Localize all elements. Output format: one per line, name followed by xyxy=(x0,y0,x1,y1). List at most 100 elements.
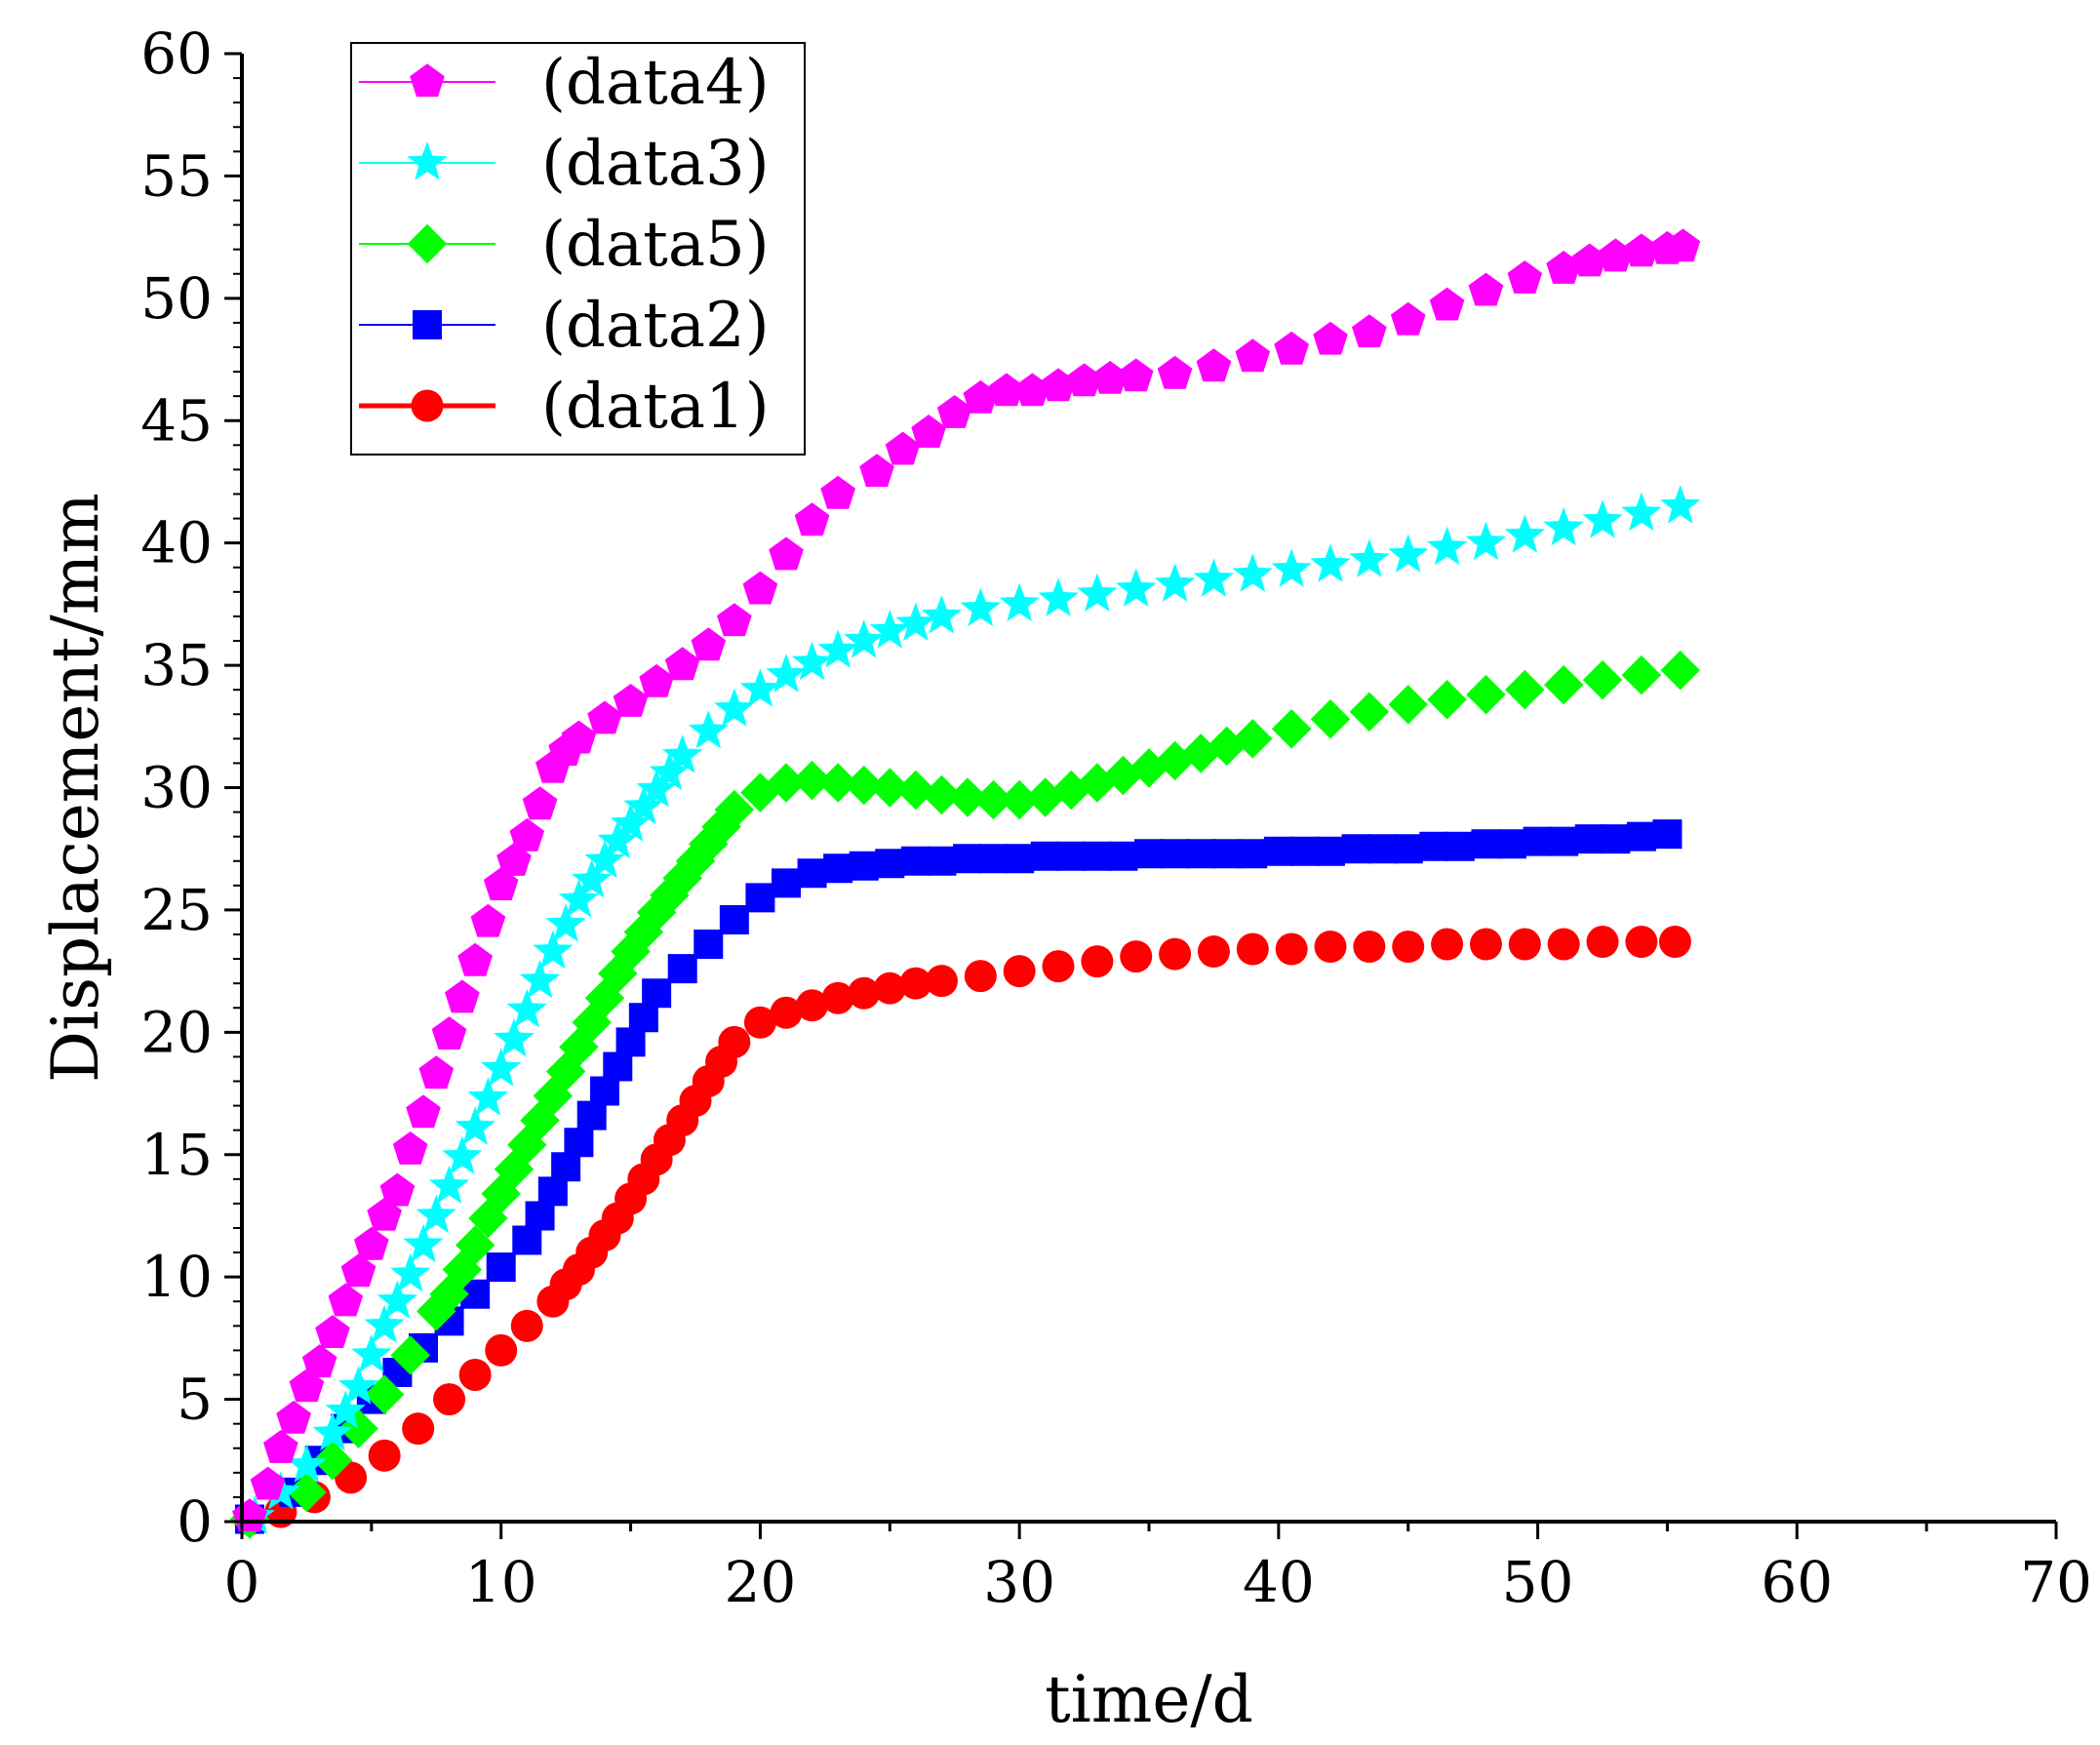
data-point xyxy=(792,760,832,801)
legend-marker xyxy=(410,63,445,98)
legend-label: (data2) xyxy=(541,290,770,362)
data-point xyxy=(1042,950,1075,983)
data-point xyxy=(519,959,561,999)
y-tick-label: 5 xyxy=(177,1367,213,1433)
legend-item: (data3) xyxy=(359,128,770,200)
data-point xyxy=(458,1359,492,1391)
data-point xyxy=(615,1027,646,1057)
data-point xyxy=(610,803,652,842)
data-point xyxy=(921,595,963,634)
legend-label: (data5) xyxy=(541,209,770,281)
y-tick-label: 55 xyxy=(140,142,213,209)
data-point xyxy=(1289,836,1320,866)
data-point xyxy=(1186,839,1216,869)
data-point xyxy=(1352,314,1387,348)
data-point xyxy=(485,1333,518,1367)
data-point xyxy=(1393,834,1423,864)
data-point xyxy=(823,853,853,884)
legend-item: (data2) xyxy=(359,290,770,362)
data-point xyxy=(693,930,724,960)
data-point xyxy=(455,1106,495,1145)
data-point xyxy=(766,654,807,693)
data-point xyxy=(1601,824,1631,854)
data-point xyxy=(1193,558,1235,597)
y-tick-label: 45 xyxy=(140,387,213,454)
data-point xyxy=(558,879,600,918)
data-point xyxy=(522,786,558,820)
data-point xyxy=(973,779,1013,820)
data-point xyxy=(1392,931,1425,964)
data-point xyxy=(900,846,931,876)
data-point xyxy=(537,1176,568,1207)
data-point xyxy=(525,1201,555,1231)
data-point xyxy=(817,629,858,668)
data-point xyxy=(794,502,830,536)
data-point xyxy=(1238,839,1268,869)
data-point xyxy=(999,779,1040,820)
data-point xyxy=(895,602,936,641)
data-point xyxy=(1431,928,1464,961)
data-point xyxy=(1427,679,1467,720)
data-point xyxy=(312,1441,353,1481)
data-point xyxy=(392,1131,428,1165)
data-point xyxy=(667,954,697,984)
data-point xyxy=(1038,577,1079,616)
data-point xyxy=(1005,844,1035,874)
data-point xyxy=(769,536,804,571)
data-point xyxy=(718,1025,751,1058)
data-point xyxy=(510,1309,543,1342)
data-point xyxy=(1547,928,1580,961)
data-point xyxy=(328,1283,364,1317)
data-point xyxy=(1660,650,1700,691)
series-layer xyxy=(229,228,1701,1539)
data-point xyxy=(364,1304,405,1343)
data-point xyxy=(1546,251,1581,284)
data-point xyxy=(1066,363,1102,397)
data-point xyxy=(1232,553,1273,592)
data-point xyxy=(1543,506,1584,546)
data-point xyxy=(232,1498,267,1532)
data-point xyxy=(1235,338,1271,373)
data-point xyxy=(406,1094,441,1129)
data-point xyxy=(467,1077,509,1116)
data-point xyxy=(1082,841,1112,871)
data-point xyxy=(895,770,936,811)
axes: 0 10 20 30 40 50 60 70 0 5 10 15 20 25 30 35 40 45 50 55 60 xyxy=(140,20,2092,1615)
data-point xyxy=(844,619,885,658)
data-point xyxy=(470,903,506,937)
data-point xyxy=(1543,664,1584,705)
data-point xyxy=(442,1135,483,1174)
data-point xyxy=(1621,492,1662,532)
y-tick-label: 0 xyxy=(177,1488,213,1555)
data-point xyxy=(1388,684,1428,725)
data-point xyxy=(989,373,1024,407)
data-point xyxy=(551,1152,581,1182)
legend-label: (data3) xyxy=(541,128,770,200)
data-point xyxy=(1310,543,1351,582)
data-point xyxy=(739,668,781,707)
data-point xyxy=(849,851,879,881)
data-point xyxy=(460,1279,491,1309)
data-point xyxy=(1118,358,1154,392)
data-point xyxy=(312,1412,353,1451)
data-point xyxy=(1621,654,1662,695)
data-point xyxy=(1508,928,1541,961)
data-point xyxy=(1196,348,1232,382)
data-point xyxy=(337,1366,379,1405)
data-point xyxy=(506,989,547,1028)
y-tick-label: 35 xyxy=(140,632,213,698)
data-point xyxy=(340,1253,376,1288)
series-data4 xyxy=(232,228,1701,1532)
data-point xyxy=(287,1472,327,1513)
data-point xyxy=(1505,669,1545,710)
data-point xyxy=(870,768,910,808)
data-point xyxy=(869,610,910,649)
data-point xyxy=(1665,228,1701,262)
data-point xyxy=(1159,937,1192,971)
legend-item: (data4) xyxy=(359,47,770,119)
data-point xyxy=(1154,563,1196,602)
data-point xyxy=(1660,485,1701,524)
y-tick-label: 40 xyxy=(140,510,213,576)
series-data1 xyxy=(233,926,1691,1535)
data-point xyxy=(354,1226,389,1260)
